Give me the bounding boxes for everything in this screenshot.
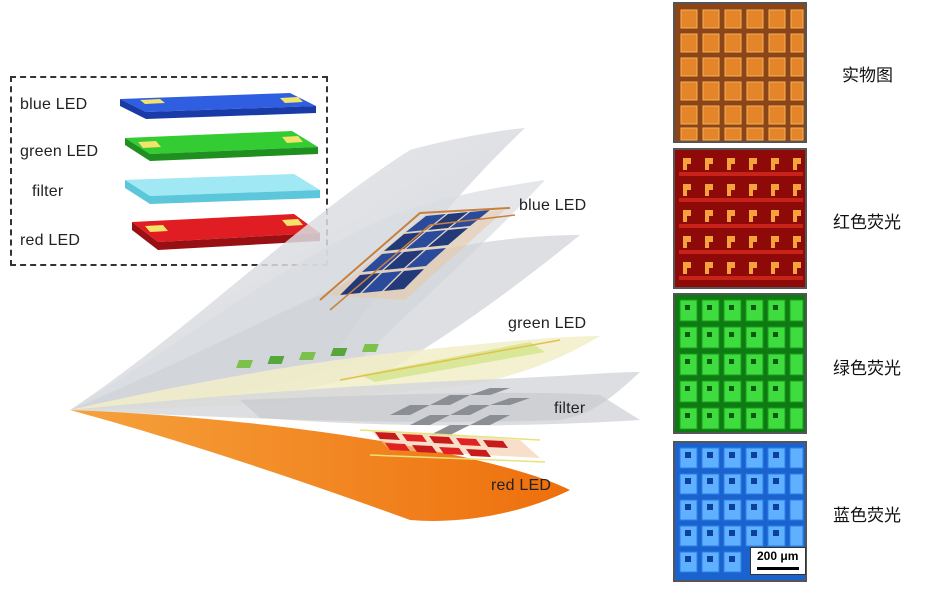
legend-label-green-led: green LED <box>20 143 99 160</box>
scale-bar-line <box>757 567 799 570</box>
scale-bar-label: 200 μm <box>757 549 799 563</box>
blue-led-array <box>319 207 516 311</box>
stack-label-blue-led: blue LED <box>519 197 587 214</box>
blue-fluorescence-micrograph <box>675 443 805 580</box>
panel-blue-fluorescence <box>673 441 807 582</box>
green-fluorescence-micrograph <box>675 295 805 432</box>
legend-red-layer <box>132 214 320 250</box>
legend-box <box>10 76 328 266</box>
red-fluorescence-micrograph <box>675 150 805 287</box>
green-led-array <box>236 339 561 382</box>
filter-cells <box>390 388 530 435</box>
panel-photo <box>673 2 807 143</box>
panel-green-fluorescence <box>673 293 807 434</box>
legend-blue-layer <box>120 93 316 119</box>
photo-micrograph <box>675 4 805 141</box>
caption-photo: 实物图 <box>842 66 893 86</box>
legend-filter-layer <box>125 174 320 204</box>
caption-red-fluorescence: 红色荧光 <box>833 213 901 233</box>
red-led-array <box>359 429 546 463</box>
stack-label-red-led: red LED <box>491 477 552 494</box>
stack-label-green-led: green LED <box>508 315 587 332</box>
caption-green-fluorescence: 绿色荧光 <box>833 359 901 379</box>
legend-label-red-led: red LED <box>20 232 81 249</box>
panel-red-fluorescence <box>673 148 807 289</box>
legend-label-filter: filter <box>32 183 64 200</box>
legend-label-blue-led: blue LED <box>20 96 88 113</box>
sheet-red-led-substrate <box>70 410 570 521</box>
stack-label-filter: filter <box>554 400 586 417</box>
scale-bar: 200 μm <box>750 547 806 575</box>
caption-blue-fluorescence: 蓝色荧光 <box>833 506 901 526</box>
legend-green-layer <box>125 131 318 161</box>
